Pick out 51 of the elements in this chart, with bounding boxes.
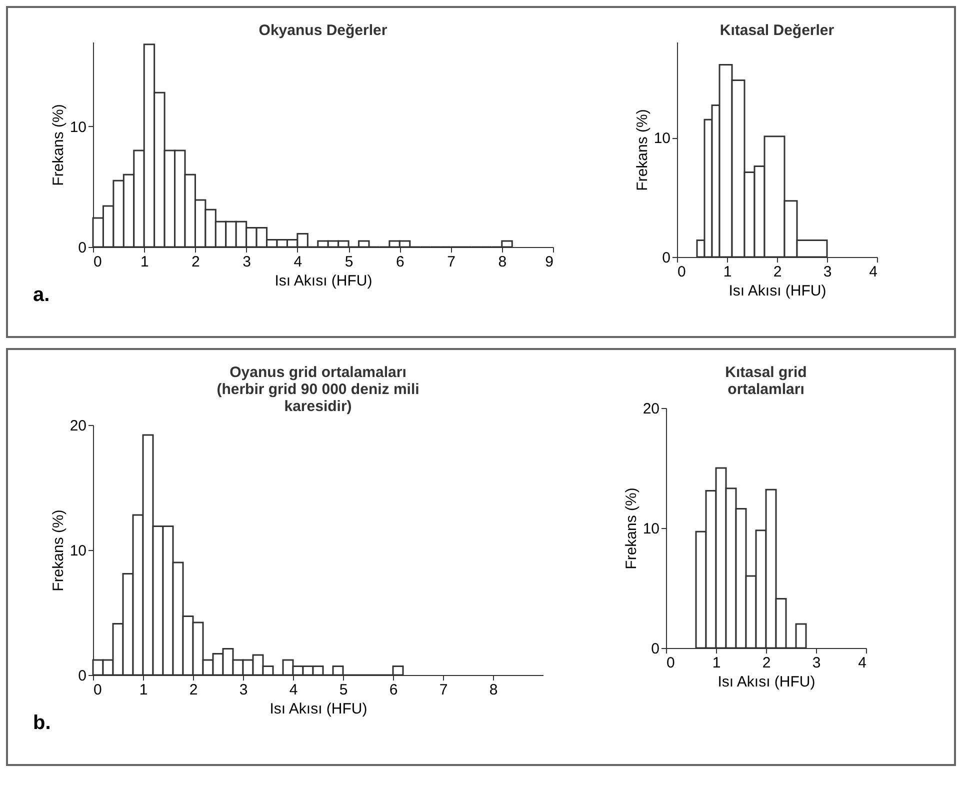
x-tick-label: 2 <box>773 264 782 280</box>
y-tick-label: 0 <box>78 668 86 684</box>
x-axis-title: Isı Akısı (HFU) <box>274 272 372 290</box>
x-tick-label: 2 <box>762 654 771 672</box>
x-tick-label: 5 <box>344 254 354 270</box>
chart-title: Kıtasal grid ortalamları <box>725 364 807 398</box>
y-tick-label: 20 <box>70 418 86 434</box>
x-tick-label: 6 <box>389 682 398 698</box>
x-tick-label: 3 <box>812 654 821 672</box>
x-tick-label: 2 <box>189 682 198 698</box>
x-tick-label: 4 <box>869 264 878 280</box>
x-tick-label: 1 <box>723 264 732 280</box>
y-tick-label: 0 <box>78 240 86 256</box>
x-axis-title: Isı Akısı (HFU) <box>270 700 368 718</box>
x-tick-label: 1 <box>139 682 148 698</box>
x-tick-label: 6 <box>396 254 404 270</box>
chart-title: Kıtasal Değerler <box>720 22 834 39</box>
x-axis-title: Isı Akısı (HFU) <box>718 674 816 690</box>
x-tick-label: 4 <box>289 682 298 698</box>
y-tick-label: 20 <box>642 400 660 418</box>
y-tick-label: 10 <box>642 520 660 538</box>
x-tick-label: 0 <box>94 682 102 698</box>
text: a. <box>33 284 50 306</box>
x-tick-label: 7 <box>439 682 448 698</box>
x-tick-label: 0 <box>678 264 686 280</box>
x-tick-label: 7 <box>447 254 456 270</box>
y-tick-label: 10 <box>70 542 86 560</box>
x-tick-label: 3 <box>242 254 252 270</box>
text: b. <box>33 712 51 734</box>
chart-title: Okyanus Değerler <box>258 22 388 39</box>
x-tick-label: 3 <box>239 682 248 698</box>
y-tick-label: 0 <box>651 640 660 658</box>
x-tick-label: 2 <box>192 254 200 270</box>
x-tick-label: 3 <box>823 264 832 280</box>
y-axis-title: Frekans (%) <box>622 488 640 570</box>
x-tick-label: 0 <box>94 254 102 270</box>
y-axis-title: Frekans (%) <box>50 104 67 186</box>
x-tick-label: 4 <box>858 654 866 672</box>
x-tick-label: 1 <box>140 254 149 270</box>
x-tick-label: 4 <box>294 254 302 270</box>
chart-title: Oyanus grid ortalamaları (herbir grid 90 000 deniz mili karesidir) <box>216 364 420 415</box>
x-tick-label: 5 <box>339 682 348 698</box>
x-tick-label: 8 <box>498 254 507 270</box>
y-tick-label: 10 <box>654 130 670 148</box>
x-tick-label: 9 <box>545 254 554 270</box>
y-tick-label: 10 <box>70 118 86 136</box>
x-tick-label: 1 <box>712 654 721 672</box>
y-axis-title: Frekans (%) <box>50 510 67 592</box>
x-tick-label: 8 <box>489 682 498 698</box>
x-axis-title: Isı Akısı (HFU) <box>728 282 826 300</box>
y-axis-title: Frekans (%) <box>634 109 651 191</box>
